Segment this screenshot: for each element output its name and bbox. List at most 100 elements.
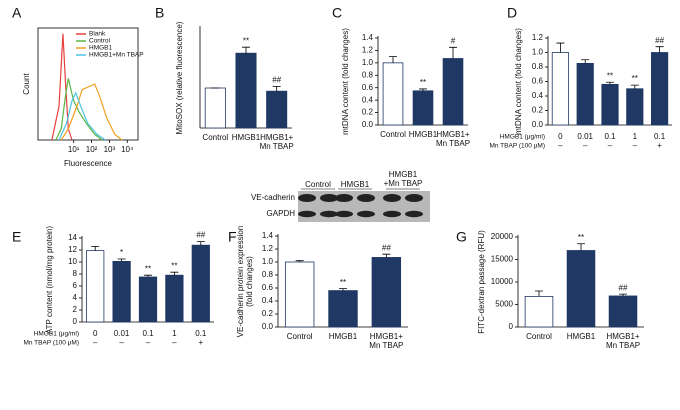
table-cell: 0.01 bbox=[577, 132, 593, 141]
x-tick-label: HMGB1+ Mn TBAP bbox=[606, 332, 640, 350]
y-tick-label: 1.2 bbox=[532, 33, 544, 42]
table-cell: 0 bbox=[558, 132, 563, 141]
blot-band bbox=[405, 194, 423, 202]
y-tick-label: 0.8 bbox=[262, 270, 274, 279]
y-tick-label: 1.2 bbox=[362, 46, 374, 55]
error-bar bbox=[144, 274, 152, 277]
blot-band bbox=[320, 210, 338, 218]
table-cell: 0.1 bbox=[195, 329, 207, 338]
error-bar bbox=[382, 253, 391, 258]
bar bbox=[112, 260, 131, 323]
table-cell: 0.01 bbox=[114, 329, 130, 338]
blot-row-label: GAPDH bbox=[267, 209, 296, 218]
significance-mark: ** bbox=[145, 264, 151, 273]
table-cell: 1 bbox=[172, 329, 177, 338]
bar bbox=[204, 87, 226, 129]
panel-letter: G bbox=[456, 229, 467, 245]
significance-mark: ** bbox=[607, 71, 613, 80]
blot-column-label: Control bbox=[305, 180, 331, 189]
panel-letter: A bbox=[12, 5, 22, 21]
error-bar bbox=[556, 42, 565, 53]
y-tick-label: 1.4 bbox=[362, 33, 374, 42]
table-row-label: Mn TBAP (100 μM) bbox=[23, 340, 79, 347]
panel-letter: E bbox=[12, 229, 21, 245]
panel-letter: F bbox=[228, 229, 237, 245]
y-tick-label: 0.6 bbox=[362, 83, 374, 92]
table-row-label: HMGB1 (μg/ml) bbox=[500, 134, 545, 141]
error-bar bbox=[630, 84, 639, 89]
error-bar bbox=[242, 46, 250, 54]
y-axis-label: VE-cadherin protein expression(fold chan… bbox=[236, 226, 254, 338]
significance-mark: ** bbox=[171, 261, 177, 270]
x-tick-label: HMGB1 bbox=[409, 130, 438, 139]
significance-mark: ## bbox=[655, 36, 664, 45]
bar bbox=[284, 261, 315, 328]
y-tick-label: 10000 bbox=[491, 277, 514, 286]
y-tick-label: 0.0 bbox=[532, 120, 544, 129]
error-bar bbox=[272, 86, 281, 92]
bar bbox=[608, 295, 638, 328]
table-cell: 1 bbox=[633, 132, 638, 141]
histogram-curve bbox=[58, 91, 106, 141]
significance-mark: ** bbox=[578, 233, 584, 242]
y-axis-label: MitoSOX (relative fluorescence) bbox=[175, 21, 184, 134]
y-tick-label: 0.4 bbox=[262, 296, 274, 305]
y-tick-label: 0.0 bbox=[362, 120, 374, 129]
table-cell: 0.1 bbox=[654, 132, 666, 141]
table-cell: + bbox=[657, 141, 662, 150]
significance-mark: ## bbox=[196, 231, 205, 240]
table-cell: 0.1 bbox=[604, 132, 616, 141]
panel-letter: B bbox=[155, 5, 164, 21]
error-bar bbox=[577, 243, 585, 251]
significance-mark: # bbox=[451, 36, 456, 45]
bar bbox=[601, 84, 619, 126]
blot-band bbox=[383, 210, 401, 218]
bar bbox=[412, 90, 434, 126]
error-bar bbox=[449, 46, 457, 59]
error-bar bbox=[196, 241, 205, 246]
significance-mark: ## bbox=[619, 283, 628, 292]
table-cell: – bbox=[633, 141, 638, 150]
bar bbox=[566, 250, 596, 328]
bar bbox=[576, 62, 594, 126]
panel-letter: D bbox=[507, 5, 517, 21]
significance-mark: ## bbox=[382, 243, 391, 252]
blot-band bbox=[383, 194, 401, 202]
y-tick-label: 0.8 bbox=[532, 62, 544, 71]
y-tick-label: 0.4 bbox=[362, 95, 374, 104]
y-axis-label: mtDNA content (fold changes) bbox=[514, 28, 523, 135]
blot-band bbox=[357, 194, 375, 202]
y-tick-label: 1.0 bbox=[362, 58, 374, 67]
y-tick-label: 8 bbox=[73, 269, 78, 278]
blot-column-label: HMGB1 +Mn TBAP bbox=[384, 170, 423, 188]
error-bar bbox=[535, 290, 543, 297]
y-tick-label: 0.8 bbox=[362, 70, 374, 79]
y-axis-label: ATP content (nmol/mg protein) bbox=[45, 226, 54, 335]
histogram-curve bbox=[55, 78, 103, 141]
bar bbox=[266, 90, 288, 129]
plot-frame bbox=[37, 27, 139, 141]
x-tick-label: HMGB1 bbox=[329, 332, 358, 341]
bar bbox=[551, 52, 569, 126]
x-tick-label: 10¹ bbox=[68, 145, 80, 154]
bar bbox=[165, 274, 184, 323]
bar bbox=[328, 290, 358, 328]
y-tick-label: 12 bbox=[68, 245, 77, 254]
significance-mark: ## bbox=[272, 76, 281, 85]
table-cell: – bbox=[119, 338, 124, 347]
blot-band bbox=[320, 194, 338, 202]
significance-mark: ** bbox=[420, 78, 426, 87]
y-tick-label: 1.2 bbox=[262, 244, 274, 253]
x-tick-label: Control bbox=[526, 332, 552, 341]
y-tick-label: 0.6 bbox=[262, 283, 274, 292]
x-tick-label: 10³ bbox=[104, 145, 116, 154]
y-tick-label: 6 bbox=[73, 281, 78, 290]
table-cell: – bbox=[146, 338, 151, 347]
significance-mark: ** bbox=[243, 36, 249, 45]
histogram-curve bbox=[60, 83, 123, 141]
blot-band bbox=[335, 210, 353, 218]
significance-mark: ** bbox=[632, 74, 638, 83]
table-cell: – bbox=[558, 141, 563, 150]
table-cell: – bbox=[608, 141, 613, 150]
